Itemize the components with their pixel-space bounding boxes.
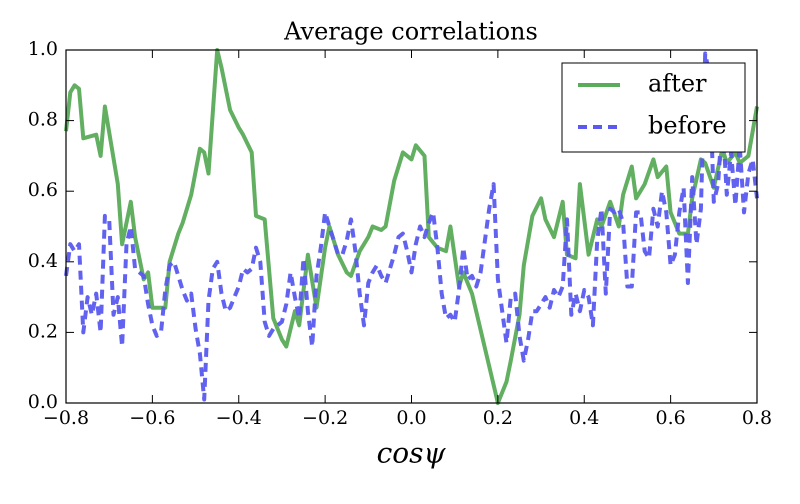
x-tick-label: 0.4	[569, 407, 599, 429]
x-tick-label: −0.8	[43, 407, 89, 429]
x-tick-label: −0.4	[216, 407, 262, 429]
y-tick-label: 0.6	[28, 179, 58, 201]
y-tick-label: 1.0	[28, 38, 58, 60]
x-axis-label: cosψ	[377, 437, 447, 470]
x-tick-label: −0.2	[302, 407, 348, 429]
x-tick-label: 0.2	[483, 407, 513, 429]
x-tick-label: 0.6	[656, 407, 686, 429]
x-tick-label: 0.0	[396, 407, 426, 429]
y-tick-label: 0.8	[28, 109, 58, 131]
y-tick-label: 0.2	[28, 320, 58, 342]
y-tick-label: 0.4	[28, 250, 58, 272]
y-tick-label: 0.0	[28, 391, 58, 413]
series-line	[64, 51, 759, 402]
chart-title: Average correlations	[283, 18, 538, 46]
legend-box	[561, 62, 746, 153]
series-line	[64, 48, 759, 405]
x-tick-label: 0.8	[742, 407, 772, 429]
legend-label: after	[648, 70, 707, 98]
x-tick-label: −0.6	[129, 407, 175, 429]
legend-label: before	[648, 112, 727, 140]
